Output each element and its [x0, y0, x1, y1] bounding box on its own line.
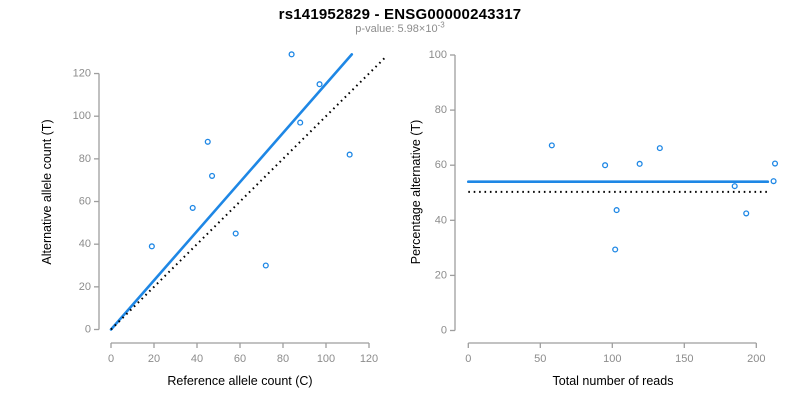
data-point: [771, 160, 779, 167]
data-point: [656, 145, 663, 152]
data-point: [316, 81, 323, 88]
x-tick-label: 60: [234, 353, 246, 365]
pvalue-exponent: -3: [437, 20, 445, 30]
x-tick-label: 20: [148, 353, 160, 365]
figure-subtitle: p-value: 5.98×10-3: [0, 20, 800, 35]
x-tick-label: 150: [675, 353, 693, 365]
data-point: [636, 160, 643, 167]
data-point: [232, 230, 239, 237]
y-tick-label: 120: [73, 68, 91, 80]
data-point: [189, 204, 196, 211]
y-tick-label: 60: [79, 196, 91, 208]
y-axis-title: Alternative allele count (T): [40, 119, 54, 264]
y-tick-label: 40: [79, 238, 91, 250]
plot-percentage-vs-reads-scatter: 0 20 40 60 80 100 0 50 100 150 200 Total number of …: [409, 49, 779, 388]
data-point: [346, 151, 353, 158]
data-point: [602, 162, 609, 169]
data-point: [262, 262, 269, 269]
x-tick-label: 100: [603, 353, 621, 365]
data-point: [297, 119, 304, 126]
identity-line: [110, 55, 387, 331]
data-point: [731, 183, 738, 190]
y-tick-label: 20: [79, 281, 91, 293]
data-point: [209, 172, 216, 179]
x-tick-label: 120: [360, 353, 378, 365]
y-tick-label: 40: [435, 214, 447, 226]
x-tick-label: 40: [191, 353, 203, 365]
y-tick-label: 0: [441, 325, 447, 337]
data-point: [770, 178, 777, 185]
figure-title: rs141952829 - ENSG00000243317: [278, 6, 522, 23]
y-tick-label: 100: [73, 110, 91, 122]
y-tick-label: 20: [435, 269, 447, 281]
data-point: [548, 142, 555, 149]
x-tick-label: 80: [277, 353, 289, 365]
x-tick-label: 100: [317, 353, 335, 365]
x-tick-label: 200: [747, 353, 765, 365]
data-point: [743, 210, 750, 217]
pvalue-text: p-value: 5.98×10: [355, 23, 438, 35]
y-tick-label: 60: [435, 159, 447, 171]
x-tick-label: 0: [108, 353, 114, 365]
data-point: [613, 207, 620, 214]
regression-line: [109, 53, 354, 331]
y-axis-title: Percentage alternative (T): [409, 120, 423, 265]
x-axis-title: Total number of reads: [553, 374, 674, 388]
data-point: [612, 246, 619, 253]
data-point: [148, 243, 155, 250]
data-point: [204, 138, 211, 145]
data-point: [288, 51, 295, 58]
y-tick-label: 100: [429, 49, 447, 61]
x-axis-title: Reference allele count (C): [167, 374, 312, 388]
x-tick-label: 0: [465, 353, 471, 365]
x-tick-label: 50: [534, 353, 546, 365]
y-tick-label: 80: [79, 153, 91, 165]
y-tick-label: 0: [85, 324, 91, 336]
y-tick-label: 80: [435, 104, 447, 116]
plot-allele-count-scatter: 0 20 40 60 80 100 120 0 20 40 60 80 100 120 Reference …: [40, 51, 387, 388]
